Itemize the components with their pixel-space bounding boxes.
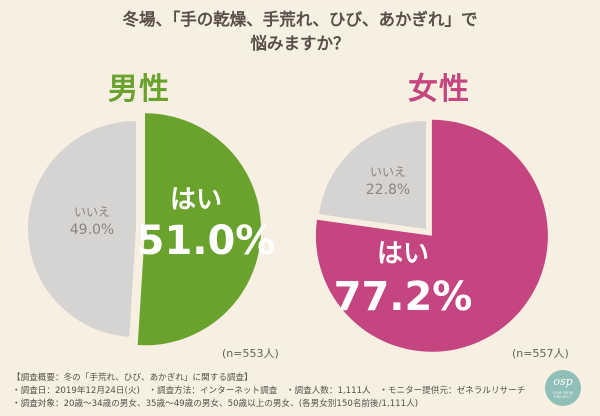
- female-slice-label-no: いいえ: [370, 165, 406, 179]
- survey-line-1: 【調査概要：冬の「手荒れ、ひび、あかぎれ」に関する調査】: [12, 373, 253, 383]
- male-chart-title: 男性: [108, 72, 170, 107]
- survey-line-2: ・調査日：2019年12月24日(火) ・調査方法：インターネット調査 ・調査人…: [12, 386, 526, 397]
- female-slice-yes: [315, 119, 548, 352]
- title-line-1: 冬場、「手の乾燥、手荒れ、ひび、あかぎれ」で: [122, 10, 478, 29]
- logo-subtext: OUR SKIN PROJECT: [553, 391, 573, 399]
- female-n-label: (n=557人): [512, 347, 569, 360]
- survey-line-3: ・調査対象：20歳～34歳の男女、35歳～49歳の男女、50歳以上の男女、(各男…: [12, 399, 419, 410]
- male-slice-no: [27, 121, 137, 337]
- chart-title: 冬場、「手の乾燥、手荒れ、ひび、あかぎれ」で 悩みますか？: [0, 8, 600, 56]
- female-slice-label-yes: はい: [377, 239, 429, 269]
- osp-logo: osp OUR SKIN PROJECT: [545, 370, 581, 406]
- female-value-label-no: 22.8%: [366, 182, 410, 198]
- male-slice-label-no: いいえ: [74, 205, 110, 219]
- female-slice-no: [319, 121, 426, 229]
- female-value-label-yes: 77.2%: [334, 274, 473, 320]
- title-line-2: 悩みますか？: [250, 34, 350, 53]
- logo-text: osp: [553, 375, 573, 388]
- male-value-label-yes: 51.0%: [137, 218, 276, 264]
- female-chart-title: 女性: [408, 72, 470, 107]
- male-slice-label-yes: はい: [170, 185, 222, 215]
- male-n-label: (n=553人): [222, 347, 279, 360]
- male-slice-yes: [137, 113, 261, 346]
- survey-overview: 【調査概要：冬の「手荒れ、ひび、あかぎれ」に関する調査】 ・調査日：2019年1…: [12, 372, 526, 412]
- male-value-label-no: 49.0%: [70, 222, 114, 238]
